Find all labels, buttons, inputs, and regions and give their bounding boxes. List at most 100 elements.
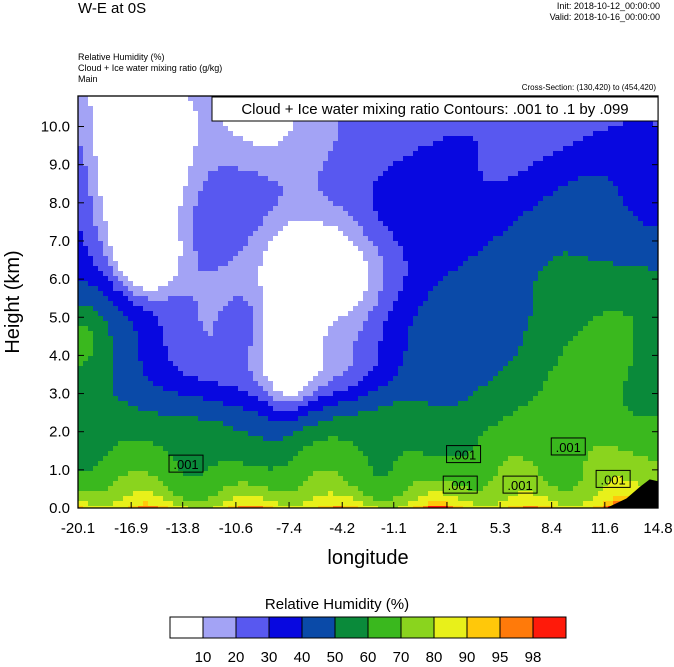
heatmap-cell — [408, 291, 414, 297]
heatmap-cell — [413, 301, 419, 307]
heatmap-cell — [433, 281, 439, 287]
heatmap-cell — [363, 291, 369, 297]
heatmap-cell — [163, 281, 169, 287]
heatmap-cell — [478, 186, 484, 192]
heatmap-cell — [348, 181, 354, 187]
heatmap-cell — [113, 296, 119, 302]
heatmap-cell — [383, 126, 389, 132]
heatmap-cell — [263, 206, 269, 212]
heatmap-cell — [463, 261, 469, 267]
heatmap-cell — [638, 206, 644, 212]
heatmap-cell — [563, 276, 569, 282]
heatmap-cell — [608, 171, 614, 177]
heatmap-cell — [408, 131, 414, 137]
heatmap-cell — [323, 136, 329, 142]
heatmap-cell — [168, 231, 174, 237]
heatmap-cell — [283, 206, 289, 212]
heatmap-cell — [153, 221, 159, 227]
heatmap-cell — [183, 231, 189, 237]
heatmap-cell — [563, 266, 569, 272]
heatmap-cell — [448, 286, 454, 292]
heatmap-cell — [133, 256, 139, 262]
heatmap-cell — [293, 211, 299, 217]
heatmap-cell — [358, 201, 364, 207]
heatmap-cell — [78, 121, 84, 127]
heatmap-cell — [273, 141, 279, 147]
heatmap-cell — [403, 146, 409, 152]
heatmap-cell — [413, 216, 419, 222]
heatmap-cell — [193, 246, 199, 252]
heatmap-cell — [168, 166, 174, 172]
heatmap-cell — [538, 146, 544, 152]
heatmap-cell — [268, 226, 274, 232]
heatmap-cell — [128, 206, 134, 212]
heatmap-cell — [168, 176, 174, 182]
heatmap-cell — [303, 196, 309, 202]
heatmap-cell — [158, 256, 164, 262]
heatmap-cell — [433, 251, 439, 257]
heatmap-cell — [488, 171, 494, 177]
heatmap-cell — [248, 201, 254, 207]
heatmap-cell — [628, 191, 634, 197]
heatmap-cell — [183, 291, 189, 297]
heatmap-cell — [598, 276, 604, 282]
heatmap-cell — [158, 196, 164, 202]
heatmap-cell — [528, 161, 534, 167]
heatmap-cell — [163, 211, 169, 217]
heatmap-cell — [448, 121, 454, 127]
heatmap-cell — [513, 251, 519, 257]
heatmap-cell — [118, 176, 124, 182]
heatmap-cell — [213, 221, 219, 227]
heatmap-cell — [238, 206, 244, 212]
heatmap-cell — [633, 286, 639, 292]
heatmap-cell — [123, 296, 129, 302]
heatmap-cell — [533, 126, 539, 132]
heatmap-cell — [508, 206, 514, 212]
heatmap-cell — [308, 296, 314, 302]
heatmap-cell — [508, 201, 514, 207]
heatmap-cell — [233, 141, 239, 147]
heatmap-cell — [193, 156, 199, 162]
heatmap-cell — [208, 166, 214, 172]
heatmap-cell — [423, 281, 429, 287]
heatmap-cell — [158, 156, 164, 162]
heatmap-cell — [543, 206, 549, 212]
heatmap-cell — [138, 201, 144, 207]
heatmap-cell — [213, 146, 219, 152]
heatmap-cell — [458, 296, 464, 302]
heatmap-cell — [223, 146, 229, 152]
heatmap-cell — [338, 251, 344, 257]
heatmap-cell — [528, 266, 534, 272]
heatmap-cell — [133, 306, 139, 312]
heatmap-cell — [543, 251, 549, 257]
heatmap-cell — [508, 276, 514, 282]
heatmap-cell — [623, 156, 629, 162]
heatmap-cell — [183, 126, 189, 132]
heatmap-cell — [358, 146, 364, 152]
heatmap-cell — [603, 261, 609, 267]
heatmap-cell — [403, 131, 409, 137]
heatmap-cell — [303, 161, 309, 167]
heatmap-cell — [168, 271, 174, 277]
heatmap-cell — [578, 231, 584, 237]
heatmap-cell — [193, 176, 199, 182]
heatmap-cell — [553, 216, 559, 222]
heatmap-cell — [278, 206, 284, 212]
heatmap-cell — [428, 256, 434, 262]
heatmap-cell — [368, 156, 374, 162]
heatmap-cell — [393, 196, 399, 202]
heatmap-cell — [488, 216, 494, 222]
heatmap-cell — [128, 116, 134, 122]
heatmap-cell — [593, 181, 599, 187]
heatmap-cell — [98, 191, 104, 197]
heatmap-cell — [213, 271, 219, 277]
heatmap-cell — [528, 186, 534, 192]
heatmap-cell — [113, 276, 119, 282]
heatmap-cell — [353, 121, 359, 127]
heatmap-cell — [168, 191, 174, 197]
heatmap-cell — [188, 116, 194, 122]
heatmap-cell — [318, 301, 324, 307]
heatmap-cell — [473, 291, 479, 297]
heatmap-cell — [488, 266, 494, 272]
heatmap-cell — [153, 276, 159, 282]
